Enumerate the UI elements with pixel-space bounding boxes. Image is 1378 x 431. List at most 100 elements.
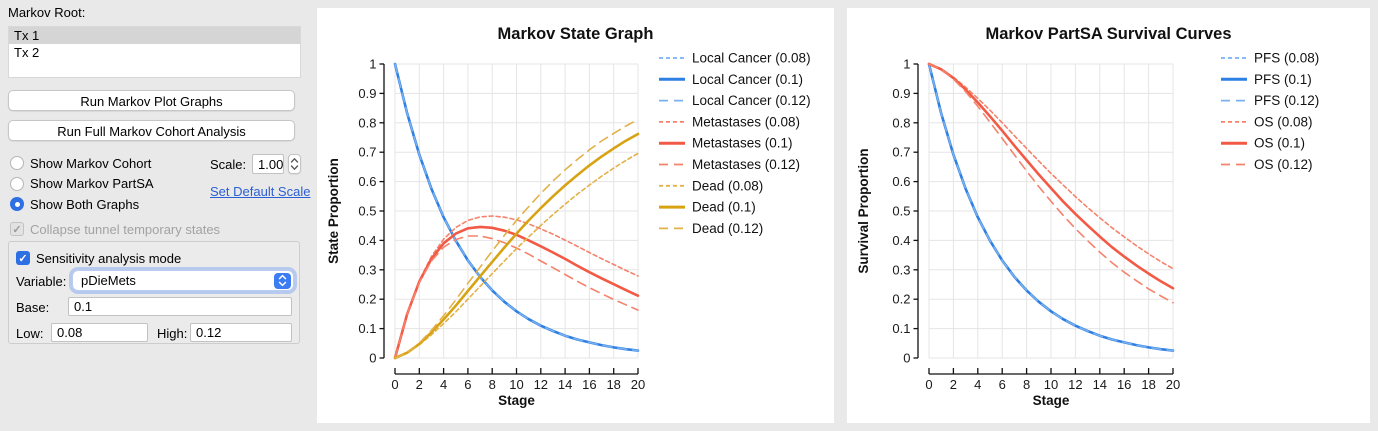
scale-stepper[interactable]: [288, 154, 301, 174]
svg-text:14: 14: [558, 377, 572, 392]
checkbox-checkmark-icon: ✓: [10, 222, 24, 236]
up-down-chevrons-icon: [290, 158, 299, 170]
svg-text:0.1: 0.1: [892, 321, 910, 336]
variable-label: Variable:: [16, 274, 67, 289]
svg-text:State Proportion: State Proportion: [326, 158, 341, 264]
svg-text:Dead (0.1): Dead (0.1): [692, 200, 756, 215]
svg-text:Metastases (0.1): Metastases (0.1): [692, 136, 793, 151]
svg-text:20: 20: [1166, 377, 1180, 392]
radio-label: Show Both Graphs: [30, 196, 140, 212]
svg-text:1: 1: [903, 57, 910, 72]
svg-text:0.5: 0.5: [892, 204, 910, 219]
radio-label: Show Markov PartSA: [30, 176, 154, 191]
popup-up-down-chevrons-icon: [274, 272, 291, 289]
svg-text:6: 6: [464, 377, 471, 392]
low-input[interactable]: [51, 323, 148, 342]
collapse-tunnel-states-label: Collapse tunnel temporary states: [30, 221, 221, 237]
sensitivity-mode-checkbox[interactable]: ✓ Sensitivity analysis mode: [16, 250, 181, 266]
base-label: Base:: [16, 300, 50, 315]
markov-partsa-survival-card: 0 0.1 0.2 0.3 0.4 0.5 0.6 0.7 0.8 0.9 1 0 2 4 6 8 10 12 14…: [847, 8, 1370, 423]
svg-text:0.4: 0.4: [892, 233, 910, 248]
scale-label: Scale:: [210, 157, 247, 172]
svg-text:0.5: 0.5: [358, 204, 376, 219]
sensitivity-mode-label: Sensitivity analysis mode: [36, 250, 182, 266]
svg-text:0.7: 0.7: [358, 145, 376, 160]
svg-text:OS (0.12): OS (0.12): [1254, 157, 1313, 172]
svg-text:18: 18: [606, 377, 620, 392]
scale-input[interactable]: [252, 154, 284, 174]
svg-text:14: 14: [1093, 377, 1107, 392]
svg-text:6: 6: [999, 377, 1006, 392]
high-input[interactable]: [190, 323, 292, 342]
svg-text:Local Cancer (0.12): Local Cancer (0.12): [692, 93, 811, 108]
set-default-scale-link[interactable]: Set Default Scale: [210, 184, 311, 199]
svg-text:0: 0: [369, 351, 376, 366]
svg-text:Metastases (0.12): Metastases (0.12): [692, 157, 800, 172]
svg-text:4: 4: [974, 377, 981, 392]
svg-text:0.4: 0.4: [358, 233, 376, 248]
svg-text:0: 0: [925, 377, 932, 392]
svg-text:16: 16: [1117, 377, 1131, 392]
svg-text:PFS (0.1): PFS (0.1): [1254, 72, 1312, 87]
svg-text:PFS (0.08): PFS (0.08): [1254, 51, 1319, 66]
svg-text:16: 16: [582, 377, 596, 392]
run-markov-plot-graphs-button[interactable]: Run Markov Plot Graphs: [8, 90, 295, 111]
svg-text:0.1: 0.1: [358, 321, 376, 336]
svg-text:OS (0.1): OS (0.1): [1254, 136, 1305, 151]
low-label: Low:: [16, 326, 44, 341]
svg-text:0.8: 0.8: [358, 115, 376, 130]
svg-text:12: 12: [1068, 377, 1082, 392]
collapse-tunnel-states-checkbox: ✓ Collapse tunnel temporary states: [10, 221, 220, 237]
run-full-markov-cohort-analysis-button[interactable]: Run Full Markov Cohort Analysis: [8, 120, 295, 141]
markov-state-graph-card: 0 0.1 0.2 0.3 0.4 0.5 0.6 0.7 0.8 0.9 1 0 2 4 6 8 10 12 14…: [317, 8, 834, 423]
svg-text:0.6: 0.6: [358, 174, 376, 189]
svg-text:18: 18: [1141, 377, 1155, 392]
radio-show-markov-cohort[interactable]: Show Markov Cohort: [10, 155, 151, 171]
svg-text:0.9: 0.9: [358, 86, 376, 101]
radio-button-icon: [10, 156, 24, 170]
svg-text:12: 12: [534, 377, 548, 392]
svg-text:Dead (0.08): Dead (0.08): [692, 178, 763, 193]
svg-text:2: 2: [416, 377, 423, 392]
markov-root-label: Markov Root:: [8, 5, 86, 20]
svg-text:Markov State Graph: Markov State Graph: [498, 25, 654, 43]
variable-popup-button[interactable]: pDieMets: [72, 270, 294, 291]
svg-text:10: 10: [509, 377, 523, 392]
variable-popup-value: pDieMets: [81, 273, 136, 288]
svg-text:2: 2: [950, 377, 957, 392]
svg-text:0.9: 0.9: [892, 86, 910, 101]
svg-text:0.8: 0.8: [892, 115, 910, 130]
base-input[interactable]: [68, 297, 292, 316]
svg-text:Stage: Stage: [1033, 393, 1070, 408]
svg-text:0.3: 0.3: [358, 262, 376, 277]
control-panel: Markov Root: Tx 1 Tx 2 Run Markov Plot Gr…: [0, 0, 315, 431]
svg-text:Metastases (0.08): Metastases (0.08): [692, 114, 800, 129]
svg-text:Local Cancer (0.08): Local Cancer (0.08): [692, 51, 811, 66]
svg-text:0: 0: [391, 377, 398, 392]
svg-text:1: 1: [369, 57, 376, 72]
radio-show-both-graphs[interactable]: Show Both Graphs: [10, 196, 139, 212]
radio-button-icon: [10, 197, 24, 211]
checkbox-checkmark-icon: ✓: [16, 251, 30, 265]
svg-text:0.3: 0.3: [892, 262, 910, 277]
tree-item-tx-2[interactable]: Tx 2: [14, 45, 40, 60]
tree-item-tx-1[interactable]: Tx 1: [9, 27, 300, 44]
svg-text:Markov PartSA Survival Curves: Markov PartSA Survival Curves: [985, 25, 1231, 43]
svg-text:20: 20: [631, 377, 645, 392]
svg-text:4: 4: [440, 377, 447, 392]
markov-root-list[interactable]: Tx 1 Tx 2: [8, 26, 301, 78]
svg-text:Survival Proportion: Survival Proportion: [856, 148, 871, 273]
high-label: High:: [157, 326, 188, 341]
svg-text:0.6: 0.6: [892, 174, 910, 189]
svg-text:8: 8: [1023, 377, 1030, 392]
svg-text:Dead (0.12): Dead (0.12): [692, 221, 763, 236]
svg-text:Stage: Stage: [498, 393, 535, 408]
radio-show-markov-partsa[interactable]: Show Markov PartSA: [10, 176, 154, 192]
svg-text:0.7: 0.7: [892, 145, 910, 160]
markov-partsa-survival-chart: 00.10.20.30.40.50.60.70.80.910 2 4 6 8 10 12 14…: [856, 25, 1319, 408]
markov-state-graph-chart: 00.10.20.30.40.50.60.70.80.910 2 4 6 8 10 12 14…: [326, 25, 811, 408]
radio-label: Show Markov Cohort: [30, 155, 152, 171]
svg-text:10: 10: [1044, 377, 1058, 392]
radio-button-icon: [10, 176, 24, 191]
svg-text:Local Cancer (0.1): Local Cancer (0.1): [692, 72, 803, 87]
